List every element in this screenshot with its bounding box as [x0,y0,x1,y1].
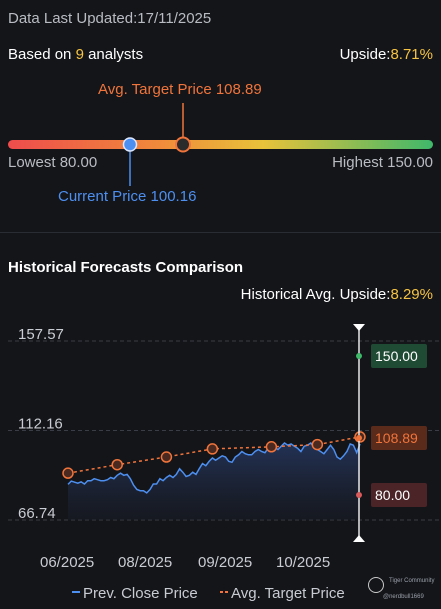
badge-low-bg [371,483,427,507]
section-title: Historical Forecasts Comparison [8,259,244,276]
price-area-fill [68,443,360,520]
marker-top-triangle [353,324,365,331]
current-price-label: Current Price 100.16 [58,188,197,205]
avg-target-point [160,451,173,463]
x-tick-label: 10/2025 [276,554,330,571]
x-tick-label: 09/2025 [198,554,252,571]
analyst-count: 9 [75,46,84,63]
badge-dot-high [356,353,362,359]
avg-target-point [311,438,324,451]
historical-upside-value: 8.29% [390,286,433,303]
avg-target-marker [175,136,191,153]
badge-dot-avg [356,435,362,441]
price-range-bar [8,140,433,149]
lowest-price-label: Lowest 80.00 [8,154,98,171]
x-tick-label: 08/2025 [118,554,172,571]
data-last-updated: Data Last Updated:17/11/2025 [8,10,211,27]
based-on-prefix: Based on [8,46,76,63]
upside-label: Upside: [339,46,391,63]
based-on-suffix: analysts [83,46,144,63]
prev-close-price-line [67,441,361,494]
watermark-brand: Tiger Community [389,578,435,584]
upside-value: 8.71% [390,46,433,63]
section-divider [0,232,441,233]
historical-upside-text: Historical Avg. Upside:8.29% [241,286,433,303]
analyst-count-text: Based on 9 analysts [8,46,143,63]
avg-target-price-label: Avg. Target Price 108.89 [98,81,262,98]
avg-target-point [111,458,123,471]
tiger-community-logo [368,577,384,593]
badge-avg-value: 108.89 [375,430,418,446]
y-tick-label: 112.16 [18,416,63,433]
badge-high-bg [371,344,427,368]
badge-high-value: 150.00 [375,348,418,364]
last-updated-value: 17/11/2025 [137,10,212,27]
badge-low-value: 80.00 [375,487,410,503]
price-range-graphic [8,103,433,186]
legend-prev-close-label: Prev. Close Price [83,585,198,602]
legend-avg-target-label: Avg. Target Price [231,585,345,602]
badge-avg-bg [371,426,427,450]
marker-bottom-triangle [353,535,365,542]
upside-text: Upside:8.71% [340,46,433,63]
highest-price-label: Highest 150.00 [332,154,433,171]
y-tick-label: 66.74 [18,505,56,522]
current-price-marker [122,137,138,152]
watermark-user: @nerdbull1669 [383,594,424,600]
historical-upside-label: Historical Avg. Upside: [240,286,391,303]
historical-forecast-chart: 157.57 112.16 66.74 150.00 108.89 80.00 06/202… [8,324,441,602]
last-updated-label: Data Last Updated: [8,10,138,27]
avg-target-point [62,467,74,479]
y-tick-label: 157.57 [18,326,64,343]
avg-target-point [265,441,278,453]
x-tick-label: 06/2025 [40,554,94,571]
badge-dot-low [356,492,362,498]
avg-target-point [206,443,219,455]
